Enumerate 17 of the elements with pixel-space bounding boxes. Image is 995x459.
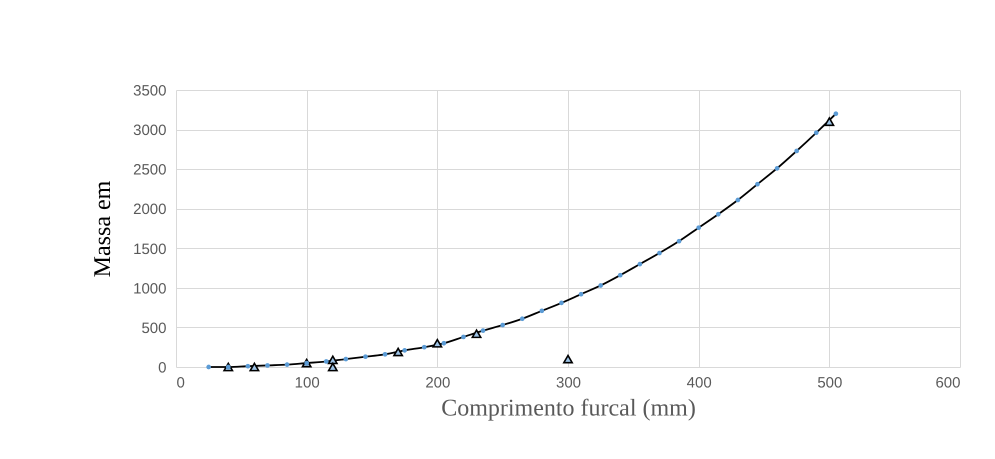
- y-tick-label: 1000: [133, 280, 166, 298]
- y-tick-label: 1500: [133, 240, 166, 258]
- x-tick-label: 300: [556, 374, 582, 392]
- x-tick-label: 500: [817, 374, 842, 392]
- y-tick-label: 2500: [133, 162, 166, 179]
- y-axis-title: Massa em: [90, 180, 116, 278]
- x-tick-label: 100: [294, 374, 320, 392]
- x-tick-label: 600: [935, 374, 960, 392]
- y-tick-label: 3000: [133, 122, 166, 140]
- x-tick-label: 0: [176, 374, 185, 392]
- y-tick-label: 3500: [133, 82, 166, 100]
- x-axis-title: Comprimento furcal (mm): [441, 396, 696, 422]
- y-tick-label: 0: [158, 360, 166, 376]
- y-tick-label: 2000: [133, 201, 166, 218]
- x-tick-label: 400: [686, 374, 712, 392]
- y-tick-label: 500: [141, 320, 166, 337]
- x-tick-label: 200: [425, 374, 450, 392]
